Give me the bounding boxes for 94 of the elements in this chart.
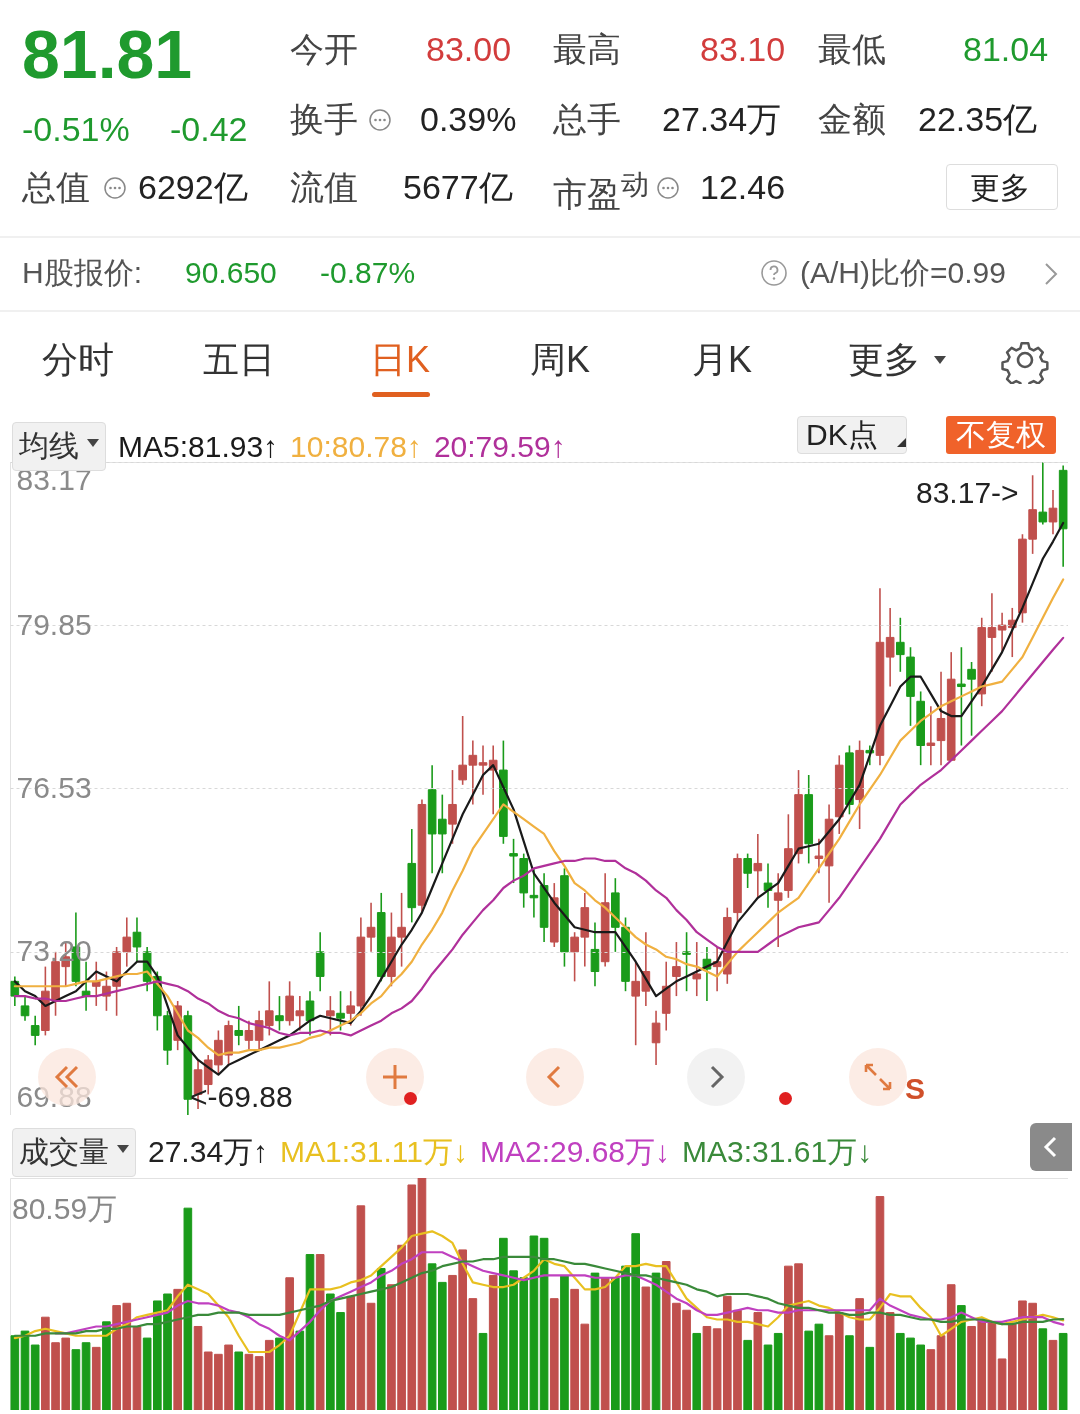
bar <box>702 1325 712 1410</box>
text: (A/H)比价=0.99 <box>800 256 1006 289</box>
text: MA3:31.61万↓ <box>682 1134 873 1170</box>
bar <box>885 1312 895 1410</box>
text: 27.34万 <box>662 100 782 138</box>
bar <box>855 1298 864 1410</box>
annotation: 80.59万 <box>12 1192 118 1225</box>
bar <box>275 1337 284 1410</box>
bar <box>845 1335 854 1410</box>
bar <box>926 1349 936 1410</box>
bar <box>102 1321 111 1410</box>
bar <box>743 1339 752 1410</box>
text: 83.00 <box>426 30 512 68</box>
text: -0.87% <box>320 256 416 289</box>
bar <box>651 1272 661 1410</box>
bar <box>488 1274 498 1410</box>
bar <box>183 1207 193 1410</box>
bar <box>366 1302 376 1410</box>
text: DK点 <box>797 416 907 454</box>
text: 总值 <box>22 168 90 206</box>
text: 日K <box>370 339 431 380</box>
bar <box>173 1288 182 1410</box>
text: 总手 <box>553 100 621 138</box>
text: 最高 <box>553 30 621 68</box>
text: MA1:31.11万↓ <box>280 1134 468 1170</box>
legend-title: 均线 <box>19 429 79 462</box>
bar <box>875 1196 885 1410</box>
text: -0.51% <box>22 110 130 148</box>
text: 81.04 <box>963 30 1049 68</box>
bar <box>244 1353 254 1410</box>
text: 90.650 <box>185 256 277 289</box>
text: 金额 <box>818 100 886 138</box>
bar <box>539 1237 549 1410</box>
bar <box>549 1298 559 1410</box>
bar <box>773 1332 783 1410</box>
bar <box>30 1344 40 1410</box>
text: 0.39% <box>420 100 517 138</box>
text: 流值 <box>290 168 358 206</box>
text: 更多 <box>848 339 920 380</box>
bar <box>478 1332 488 1410</box>
bar <box>1038 1328 1048 1410</box>
y-tick-label: 79.85 <box>16 607 92 641</box>
bar <box>641 1286 651 1410</box>
text: 10:80.78↑ <box>290 429 422 464</box>
text: 市盈$^{动}$ <box>553 168 649 214</box>
bar <box>315 1254 325 1410</box>
text: H股报价: <box>22 256 142 289</box>
bar <box>692 1332 702 1410</box>
text: 83.10 <box>700 30 786 68</box>
bar <box>234 1351 244 1410</box>
bar <box>20 1330 30 1410</box>
bar <box>71 1349 81 1410</box>
text: 5677亿 <box>403 168 513 206</box>
bar <box>753 1312 763 1410</box>
text: MA5:81.93↑ <box>118 429 279 464</box>
text: 27.34万↑ <box>148 1134 269 1170</box>
text: 20:79.59↑ <box>433 429 566 464</box>
bar <box>285 1277 294 1410</box>
text: 换手 <box>290 100 358 138</box>
bar <box>91 1346 101 1410</box>
bar <box>936 1335 946 1410</box>
text: 五日 <box>203 339 275 380</box>
text: 12.46 <box>700 168 786 206</box>
text: 更多 <box>970 171 1030 204</box>
bar <box>590 1272 600 1410</box>
bar <box>763 1344 773 1410</box>
annotation: 83.17-> <box>916 476 1019 509</box>
text: 81.81 <box>22 16 193 92</box>
text: 周K <box>530 339 591 380</box>
bar <box>376 1267 386 1410</box>
bar <box>560 1274 569 1410</box>
text: 今开 <box>290 30 358 68</box>
text: 22.35亿 <box>918 100 1038 138</box>
bar <box>1058 1332 1068 1410</box>
bar <box>132 1325 142 1410</box>
bar <box>10 1335 20 1410</box>
text: 分时 <box>42 339 114 380</box>
text: 月K <box>692 339 753 380</box>
y-tick-label: 69.88 <box>16 1079 92 1113</box>
text: 不复权 <box>946 416 1056 454</box>
y-tick-label: 76.53 <box>16 770 92 804</box>
bar <box>946 1284 956 1410</box>
text: -0.42 <box>170 110 248 148</box>
bar <box>600 1277 610 1410</box>
bar <box>1048 1339 1058 1410</box>
bar <box>957 1305 966 1410</box>
text: 6292亿 <box>138 168 248 206</box>
bar <box>81 1342 91 1410</box>
bar <box>865 1346 875 1410</box>
text: MA2:29.68万↓ <box>479 1134 671 1170</box>
legend-title: 成交量 <box>19 1135 109 1168</box>
text: 最低 <box>818 30 886 68</box>
bar <box>295 1330 305 1410</box>
annotation: S <box>905 1072 926 1105</box>
